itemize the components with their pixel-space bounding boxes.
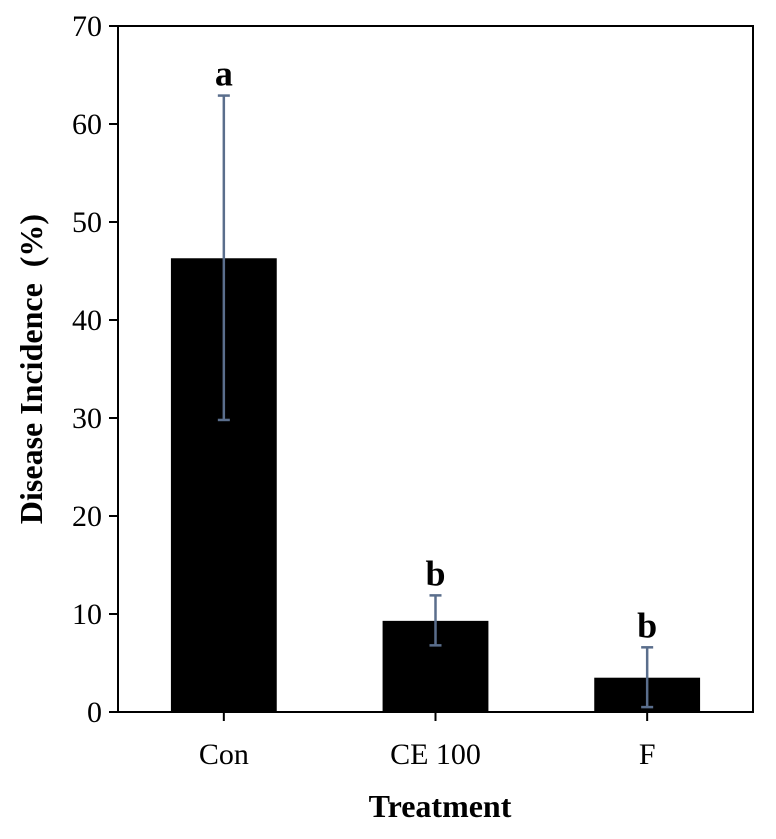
significance-label: a [215,54,233,94]
x-tick-label: Con [199,738,249,771]
y-tick-label: 10 [72,598,102,631]
y-axis-title: Disease Incidence (%) [13,214,49,524]
error-bar-series [217,94,654,709]
y-tick-label: 0 [87,696,102,729]
y-tick-label: 20 [72,500,102,533]
x-tick-label: F [639,738,656,771]
x-tick-label: CE 100 [390,738,481,771]
significance-label: b [637,605,657,645]
y-tick-label: 60 [72,108,102,141]
x-axis-title: Treatment [369,788,512,824]
y-tick-label: 40 [72,304,102,337]
y-tick-label: 50 [72,206,102,239]
y-axis: 0 10 20 30 40 50 60 70 [72,10,118,729]
y-tick-label: 30 [72,402,102,435]
x-axis: Con CE 100 F [199,712,656,771]
y-tick-label: 70 [72,10,102,43]
significance-labels: a b b [215,54,657,646]
significance-label: b [425,553,445,593]
